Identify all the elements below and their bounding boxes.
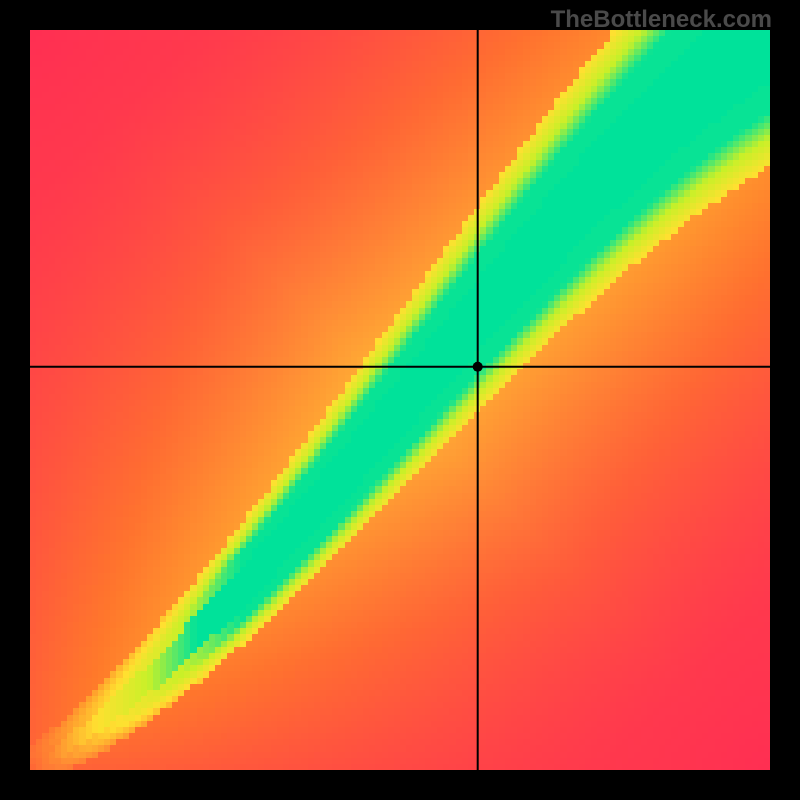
watermark-text: TheBottleneck.com <box>551 6 772 34</box>
bottleneck-heatmap <box>0 0 800 800</box>
